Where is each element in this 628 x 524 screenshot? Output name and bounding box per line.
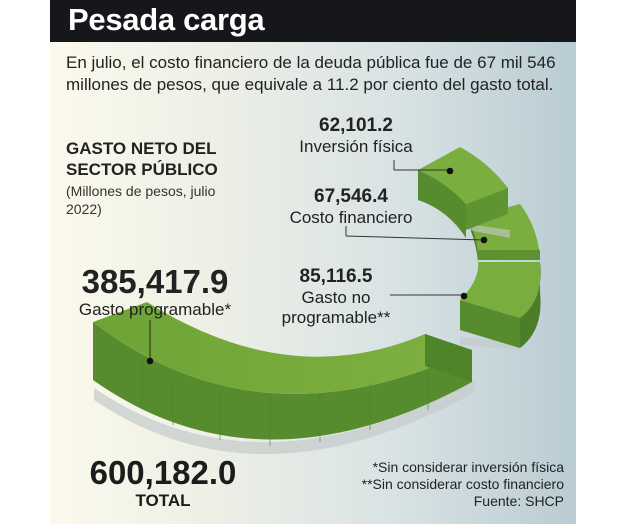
label-gasto-no-programable: 85,116.5 Gasto no programable** — [266, 266, 406, 328]
value-gasto-programable: 385,417.9 — [81, 263, 229, 300]
text-gasto-no-programable-1: Gasto no — [301, 288, 371, 307]
text-gasto-no-programable-2: programable** — [281, 308, 391, 327]
segment-gasto-no-programable — [390, 262, 541, 350]
total-label: TOTAL — [135, 491, 191, 510]
label-inversion-fisica: 62,101.2 Inversión física — [276, 115, 436, 157]
total-block: 600,182.0 TOTAL — [78, 455, 248, 511]
ring-chart — [93, 147, 541, 455]
text-costo-financiero: Costo financiero — [289, 208, 413, 227]
intro-text: En julio, el costo financiero de la deud… — [66, 53, 556, 94]
text-gasto-programable: Gasto programable* — [78, 300, 232, 319]
infographic-panel: Pesada carga En julio, el costo financie… — [50, 0, 576, 524]
page-title: Pesada carga — [68, 2, 265, 37]
section-title: GASTO NETO DEL SECTOR PÚBLICO — [66, 139, 218, 179]
value-inversion-fisica: 62,101.2 — [319, 115, 393, 136]
source-note: Fuente: SHCP — [473, 493, 564, 509]
footnote-2: **Sin considerar costo financiero — [361, 476, 564, 492]
segment-gasto-programable — [93, 302, 475, 455]
text-inversion-fisica: Inversión física — [299, 137, 413, 156]
footnotes: *Sin considerar inversión física **Sin c… — [362, 459, 564, 510]
section-subtitle: (Millones de pesos, julio 2022) — [66, 183, 216, 217]
value-gasto-no-programable: 85,116.5 — [299, 266, 373, 287]
label-gasto-programable: 385,417.9 Gasto programable* — [60, 264, 250, 320]
header-bar: Pesada carga — [50, 0, 576, 42]
value-costo-financiero: 67,546.4 — [314, 186, 388, 207]
total-value: 600,182.0 — [89, 454, 237, 491]
segment-inversion-fisica — [393, 147, 510, 238]
label-costo-financiero: 67,546.4 Costo financiero — [266, 186, 436, 228]
footnote-1: *Sin considerar inversión física — [372, 459, 564, 475]
